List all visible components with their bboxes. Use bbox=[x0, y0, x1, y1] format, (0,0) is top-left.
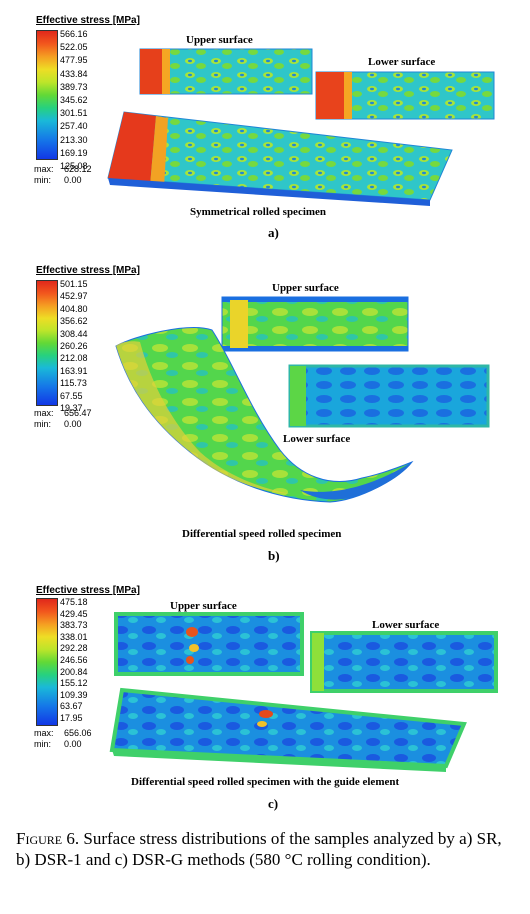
symmetrical-specimen bbox=[107, 111, 453, 206]
tick-label: 452.97 bbox=[60, 291, 88, 302]
tick-label: 67.55 bbox=[60, 390, 83, 401]
upper-surface-slab bbox=[114, 612, 304, 676]
lower-surface-slab bbox=[315, 71, 495, 120]
tick-label: 475.18 bbox=[60, 597, 88, 607]
lower-surface-label: Lower surface bbox=[372, 619, 440, 631]
specimen-label: Differential speed rolled specimen with … bbox=[131, 776, 400, 788]
max-label: max: bbox=[34, 164, 54, 174]
fem-contour-plot bbox=[107, 48, 495, 206]
tick-label: 17.95 bbox=[60, 712, 83, 723]
tick-label: 356.62 bbox=[60, 316, 88, 327]
tick-label: 301.51 bbox=[60, 108, 88, 119]
lower-surface-slab bbox=[310, 631, 498, 693]
max-value: 656.47 bbox=[64, 408, 92, 418]
tick-label: 338.01 bbox=[60, 631, 88, 642]
figure-label: Figure 6. bbox=[16, 829, 80, 848]
upper-surface-label: Upper surface bbox=[272, 282, 339, 294]
colorbar bbox=[36, 30, 58, 160]
upper-surface-label: Upper surface bbox=[186, 34, 253, 46]
panel-a: Effective stress [MPa] 566.16 522.05 477… bbox=[0, 0, 530, 250]
tick-label: 433.84 bbox=[60, 68, 88, 79]
tick-label: 522.05 bbox=[60, 42, 88, 53]
curled-specimen bbox=[115, 327, 414, 503]
lower-surface-label: Lower surface bbox=[283, 433, 351, 445]
min-label: min: bbox=[34, 175, 52, 185]
tick-label: 389.73 bbox=[60, 81, 88, 92]
panel-sublabel: b) bbox=[268, 548, 280, 563]
tick-label: 213.30 bbox=[60, 134, 88, 145]
tick-label: 308.44 bbox=[60, 328, 88, 339]
specimen-label: Symmetrical rolled specimen bbox=[190, 206, 327, 218]
legend-title: Effective stress [MPa] bbox=[36, 265, 140, 276]
tick-label: 169.19 bbox=[60, 147, 88, 158]
tick-label: 155.12 bbox=[60, 678, 88, 689]
upper-surface-slab bbox=[221, 296, 409, 352]
tick-label: 257.40 bbox=[60, 121, 88, 132]
upper-surface-slab bbox=[139, 48, 313, 95]
tick-label: 566.16 bbox=[60, 29, 88, 39]
colorbar bbox=[36, 280, 58, 406]
tick-label: 429.45 bbox=[60, 608, 88, 619]
tick-label: 260.26 bbox=[60, 341, 88, 352]
min-label: min: bbox=[34, 739, 52, 749]
tick-label: 246.56 bbox=[60, 654, 88, 665]
guided-specimen bbox=[109, 687, 467, 772]
tick-label: 345.62 bbox=[60, 95, 88, 106]
colorbar bbox=[36, 598, 58, 726]
max-value: 628.12 bbox=[64, 164, 92, 174]
caption-text: Surface stress distributions of the samp… bbox=[16, 829, 502, 869]
lower-surface-label: Lower surface bbox=[368, 56, 436, 68]
panel-sublabel: a) bbox=[268, 225, 279, 240]
tick-label: 63.67 bbox=[60, 701, 83, 712]
tick-label: 404.80 bbox=[60, 303, 88, 314]
max-min-readout: max: 656.47 min: 0.00 bbox=[34, 408, 92, 430]
tick-label: 19.37 bbox=[60, 403, 83, 414]
colorbar-ticks: 501.15 452.97 404.80 356.62 308.44 260.2… bbox=[60, 278, 88, 414]
max-min-readout: max: 628.12 min: 0.00 bbox=[34, 164, 92, 186]
max-label: max: bbox=[34, 728, 54, 738]
tick-label: 115.73 bbox=[60, 378, 87, 389]
figure-caption: Figure 6. Surface stress distributions o… bbox=[16, 828, 516, 870]
fem-contour-plot bbox=[109, 612, 498, 772]
tick-label: 212.08 bbox=[60, 353, 88, 364]
min-value: 0.00 bbox=[64, 419, 82, 429]
lower-surface-slab bbox=[288, 364, 490, 428]
tick-label: 200.84 bbox=[60, 666, 88, 677]
fem-contour-plot bbox=[115, 296, 490, 503]
min-value: 0.00 bbox=[64, 175, 82, 185]
colorbar-ticks: 566.16 522.05 477.95 433.84 389.73 345.6… bbox=[60, 28, 88, 173]
upper-surface-label: Upper surface bbox=[170, 600, 237, 612]
tick-label: 383.73 bbox=[60, 620, 88, 631]
min-value: 0.00 bbox=[64, 739, 82, 749]
legend-title: Effective stress [MPa] bbox=[36, 15, 140, 26]
specimen-label: Differential speed rolled specimen bbox=[182, 528, 342, 540]
panel-b: Effective stress [MPa] 501.15 452.97 404… bbox=[34, 265, 490, 563]
panel-sublabel: c) bbox=[268, 796, 279, 811]
tick-label: 125.08 bbox=[60, 161, 88, 172]
tick-label: 163.91 bbox=[60, 365, 88, 376]
tick-label: 477.95 bbox=[60, 55, 88, 66]
max-label: max: bbox=[34, 408, 54, 418]
min-label: min: bbox=[34, 419, 52, 429]
colorbar-ticks: 475.18 429.45 383.73 338.01 292.28 246.5… bbox=[60, 597, 88, 725]
legend-title: Effective stress [MPa] bbox=[36, 585, 140, 596]
tick-label: 292.28 bbox=[60, 643, 88, 654]
max-value: 656.06 bbox=[64, 728, 92, 738]
max-min-readout: max: 656.06 min: 0.00 bbox=[34, 728, 92, 750]
tick-label: 109.39 bbox=[60, 689, 88, 700]
tick-label: 501.15 bbox=[60, 279, 88, 289]
panel-c: Effective stress [MPa] 475.18 429.45 383… bbox=[34, 585, 498, 811]
